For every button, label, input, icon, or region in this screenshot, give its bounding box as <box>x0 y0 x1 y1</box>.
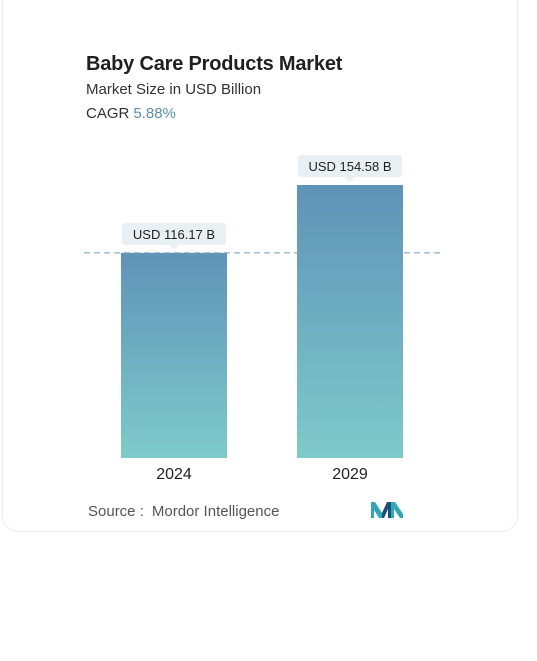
chart-card <box>2 0 518 532</box>
bar-2024 <box>121 252 227 458</box>
x-tick-label-2024: 2024 <box>156 466 192 483</box>
data-label-2029: USD 154.58 B <box>308 159 391 174</box>
chart-subtitle: Market Size in USD Billion <box>86 81 262 98</box>
source-value: Mordor Intelligence <box>151 503 280 520</box>
cagr-value: 5.88% <box>133 105 176 122</box>
x-tick-label-2029: 2029 <box>332 466 368 483</box>
data-label-badge <box>298 155 402 177</box>
source-label: Source : <box>88 503 144 520</box>
data-label-2024: USD 116.17 B <box>133 227 215 242</box>
bar-2029 <box>297 185 403 458</box>
data-label-pointer <box>169 244 179 250</box>
cagr-label: CAGR <box>86 105 130 122</box>
chart-title: Baby Care Products Market <box>86 53 343 75</box>
mordor-intelligence-logo-icon <box>371 502 403 518</box>
cagr-text: CAGR 5.88% <box>86 105 176 122</box>
source-text: Source : Mordor Intelligence <box>88 503 279 520</box>
data-label-pointer <box>345 177 355 182</box>
data-label-badge <box>122 222 226 245</box>
